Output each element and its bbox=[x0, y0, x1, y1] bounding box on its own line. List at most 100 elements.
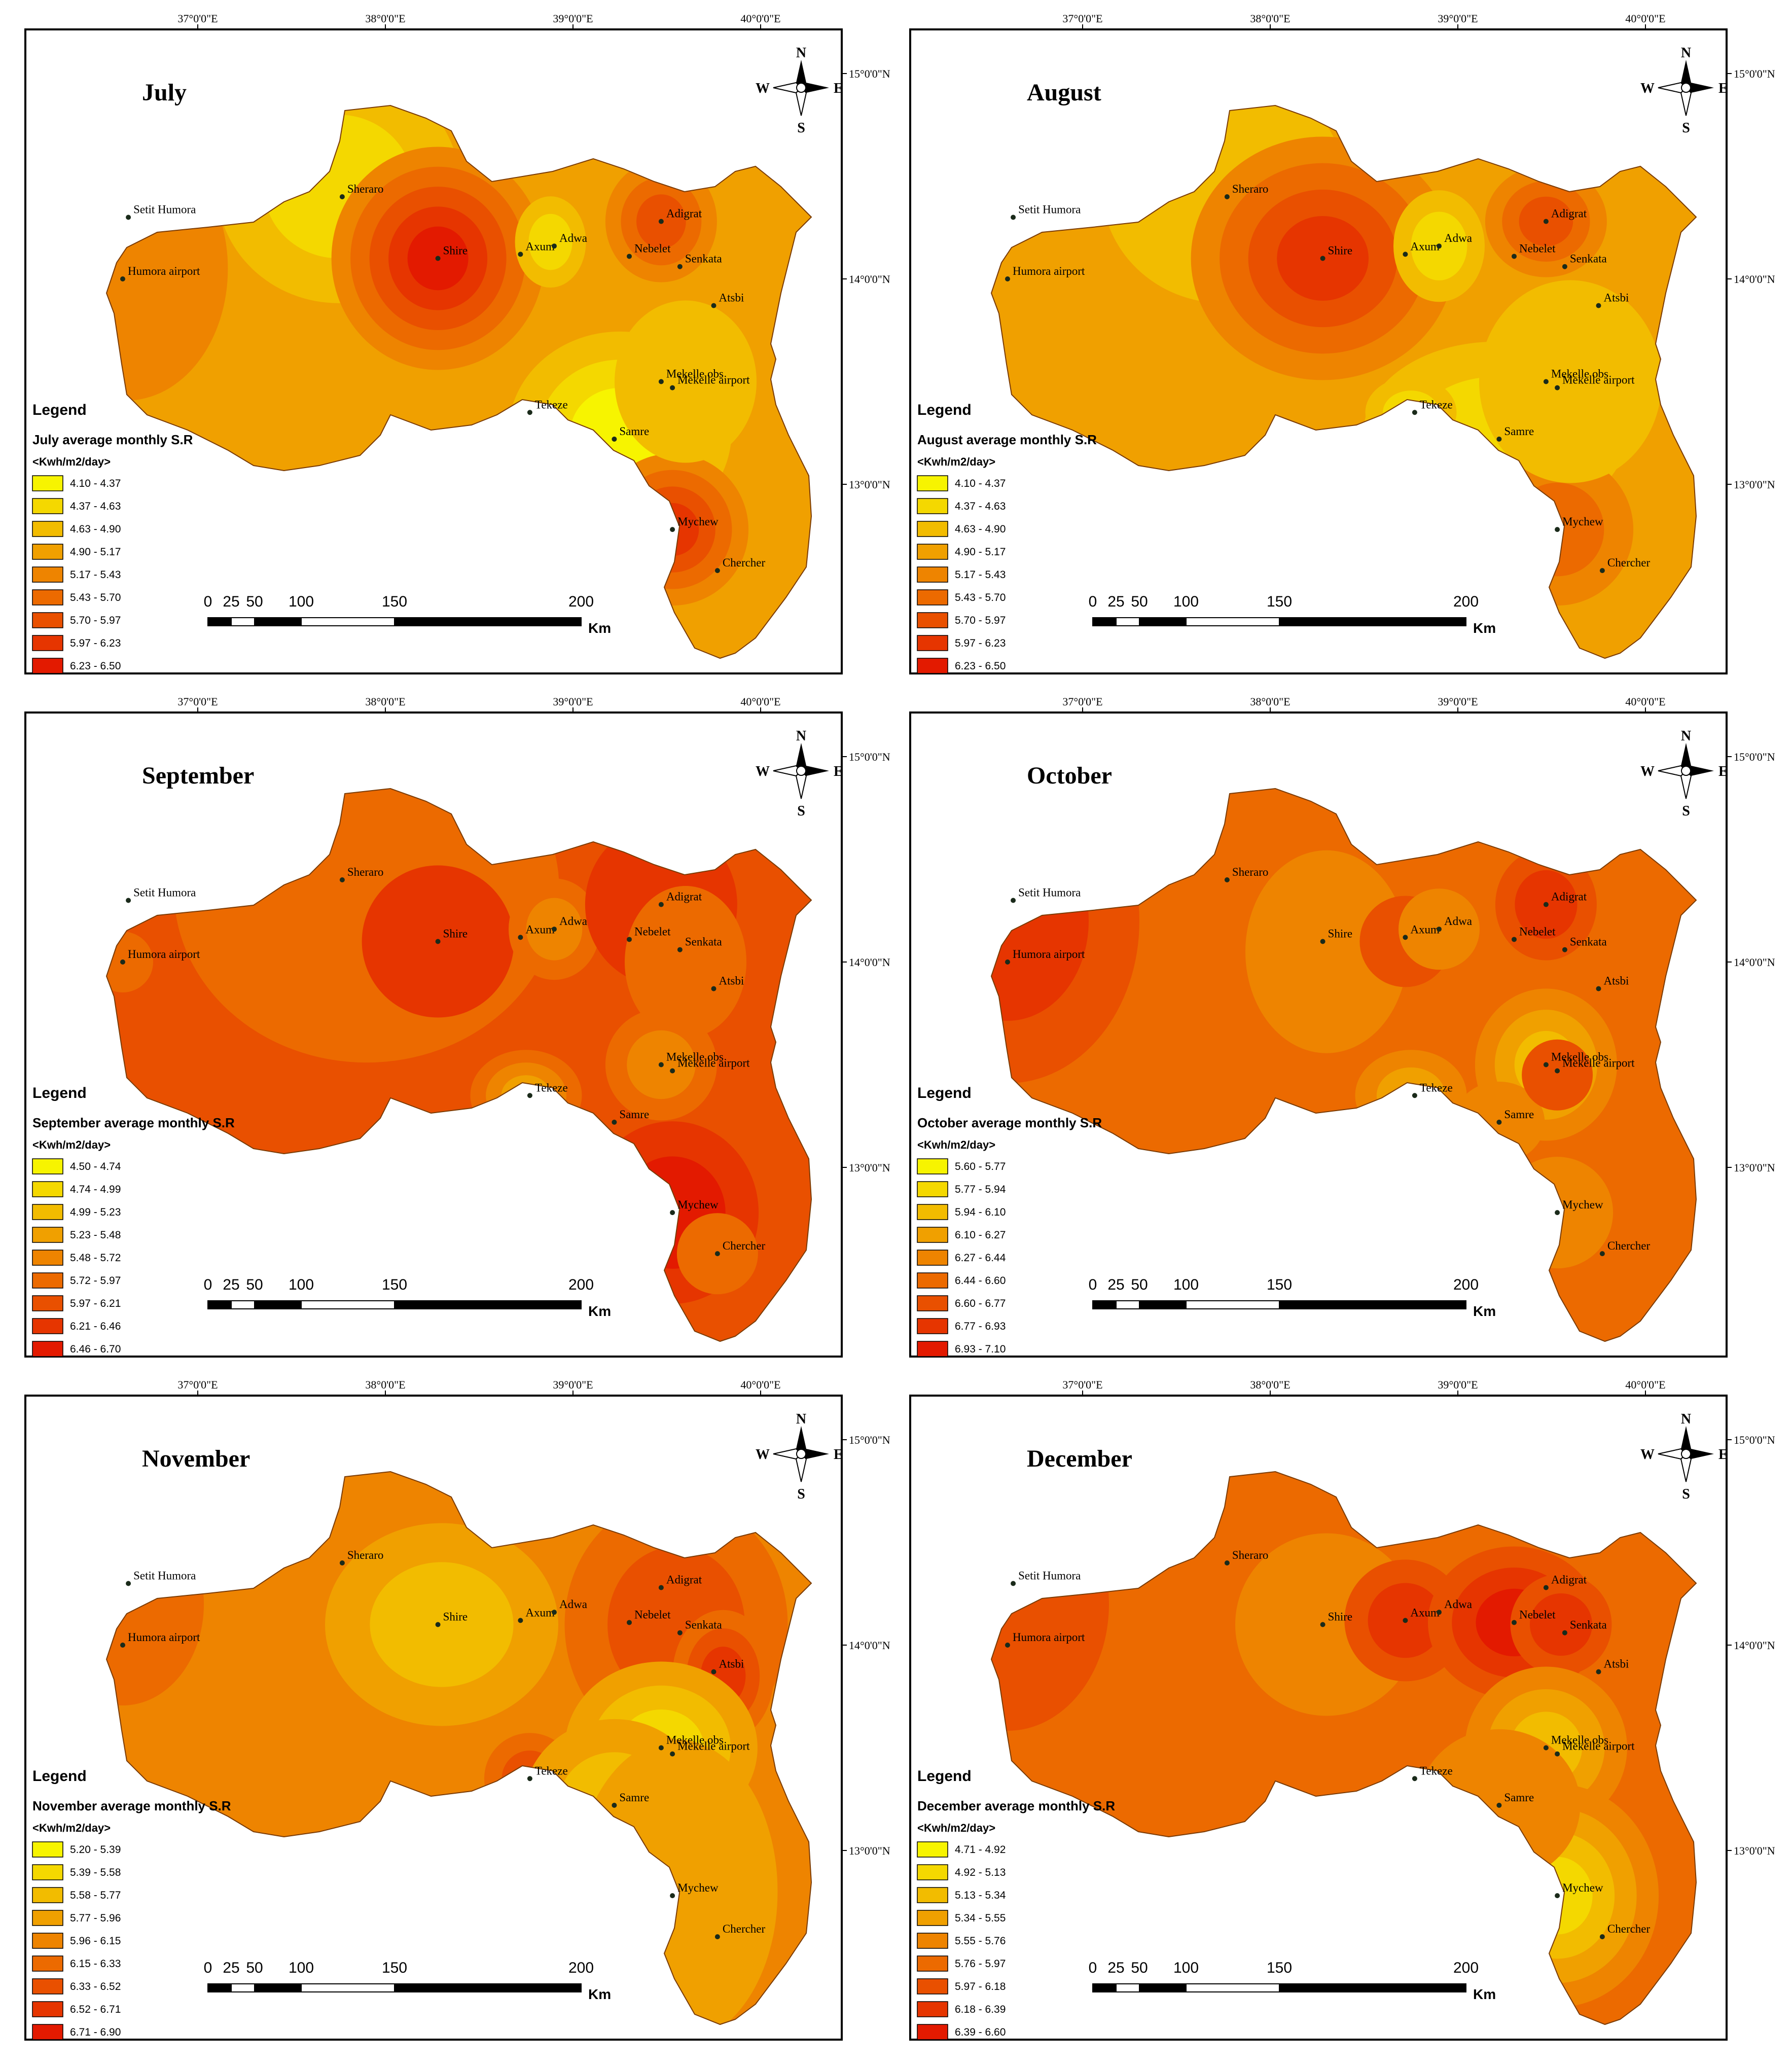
legend-swatch bbox=[917, 521, 948, 537]
station-marker bbox=[1412, 1776, 1417, 1782]
legend-class-label: 4.37 - 4.63 bbox=[70, 501, 121, 512]
station-marker bbox=[1562, 947, 1567, 952]
scale-tick-label: 50 bbox=[1131, 1960, 1148, 1976]
legend-class-label: 4.71 - 4.92 bbox=[955, 1844, 1006, 1856]
scale-tick-label: 100 bbox=[289, 593, 314, 610]
lon-label: 39°0'0"E bbox=[1438, 12, 1478, 25]
legend-swatch bbox=[917, 1864, 948, 1880]
legend-swatch bbox=[917, 1955, 948, 1972]
compass-w: W bbox=[756, 764, 770, 779]
map-panel-july: 37°0'0"E 38°0'0"E 39°0'0"E 40°0'0"E 15°0'0"N… bbox=[24, 12, 890, 674]
legend-swatch bbox=[32, 1955, 63, 1972]
legend-unit: <Kwh/m2/day> bbox=[917, 1138, 995, 1151]
scale-unit: Km bbox=[1473, 1303, 1496, 1319]
arrow-hub bbox=[1681, 766, 1691, 776]
station-label: Humora airport bbox=[128, 265, 200, 277]
scale-segment bbox=[394, 1300, 582, 1309]
station-marker bbox=[1403, 935, 1408, 940]
scale-tick-label: 0 bbox=[1089, 593, 1097, 610]
legend-swatch bbox=[32, 566, 63, 583]
legend-class-label: 5.55 - 5.76 bbox=[955, 1935, 1006, 1947]
scale-segment bbox=[1186, 1983, 1280, 1992]
legend-class-label: 6.21 - 6.46 bbox=[70, 1321, 121, 1332]
compass-n: N bbox=[796, 728, 806, 744]
scale-segment bbox=[1116, 617, 1140, 626]
station-marker bbox=[1437, 243, 1442, 249]
station-marker bbox=[339, 877, 345, 882]
station-label: Adigrat bbox=[1551, 1574, 1587, 1586]
scale-tick-label: 0 bbox=[204, 1276, 212, 1293]
station-label: Adwa bbox=[559, 232, 587, 244]
station-marker bbox=[1543, 379, 1549, 384]
station-marker bbox=[1496, 1119, 1502, 1125]
legend-class-label: 6.46 - 6.70 bbox=[70, 1343, 121, 1355]
compass-e: E bbox=[834, 1447, 843, 1463]
scale-segment bbox=[1116, 1300, 1140, 1309]
scale-tick-label: 25 bbox=[223, 1960, 239, 1976]
lat-label: 13°0'0"N bbox=[1734, 1844, 1775, 1857]
station-label: Adwa bbox=[1444, 915, 1472, 928]
station-label: Setit Humora bbox=[133, 203, 196, 216]
station-label: Chercher bbox=[723, 1922, 766, 1935]
legend-swatch bbox=[917, 1295, 948, 1311]
station-marker bbox=[612, 436, 617, 442]
legend: Legend July average monthly S.R <Kwh/m2/da… bbox=[32, 402, 193, 674]
scale-tick-label: 25 bbox=[1107, 1960, 1124, 1976]
scale-tick-label: 50 bbox=[1131, 593, 1148, 610]
station-marker bbox=[1599, 1934, 1605, 1940]
station-marker bbox=[1412, 1093, 1417, 1098]
compass-w: W bbox=[756, 1447, 770, 1463]
station-label: Adigrat bbox=[666, 890, 702, 903]
lon-label: 38°0'0"E bbox=[365, 12, 405, 25]
legend-heading: Legend bbox=[32, 1768, 87, 1785]
station-marker bbox=[120, 276, 125, 281]
station-marker bbox=[1555, 1893, 1560, 1899]
month-title: September bbox=[142, 762, 254, 789]
station-marker bbox=[658, 1062, 664, 1067]
station-label: Sheraro bbox=[1232, 1549, 1269, 1561]
arrow-n bbox=[796, 1426, 806, 1454]
station-marker bbox=[714, 1934, 720, 1940]
station-label: Adigrat bbox=[666, 207, 702, 220]
lon-label: 38°0'0"E bbox=[365, 695, 405, 708]
station-label: Sheraro bbox=[347, 866, 384, 878]
legend-class-label: 5.48 - 5.72 bbox=[70, 1252, 121, 1264]
scale-tick-label: 0 bbox=[204, 593, 212, 610]
legend-unit: <Kwh/m2/day> bbox=[32, 1822, 111, 1834]
station-marker bbox=[1599, 568, 1605, 574]
station-marker bbox=[711, 1669, 716, 1675]
legend-swatch bbox=[917, 1978, 948, 1994]
legend-class-label: 6.10 - 6.27 bbox=[955, 1229, 1006, 1241]
scale-segment bbox=[1186, 617, 1280, 626]
legend-class-label: 5.94 - 6.10 bbox=[955, 1206, 1006, 1218]
isoline-zone bbox=[528, 213, 572, 270]
legend-swatch bbox=[32, 1910, 63, 1926]
lat-label: 15°0'0"N bbox=[1734, 751, 1775, 763]
legend-swatch bbox=[32, 2001, 63, 2017]
compass-n: N bbox=[1681, 45, 1691, 61]
station-marker bbox=[1496, 1802, 1502, 1808]
station-label: Mekelle obs bbox=[1551, 368, 1608, 380]
station-marker bbox=[120, 1643, 125, 1648]
lon-label: 40°0'0"E bbox=[1625, 1378, 1665, 1391]
station-label: Humora airport bbox=[1013, 948, 1085, 960]
station-label: Atsbi bbox=[1604, 1658, 1629, 1670]
station-marker bbox=[711, 986, 716, 991]
station-label: Tekeze bbox=[1420, 398, 1453, 411]
legend-class-label: 5.58 - 5.77 bbox=[70, 1890, 121, 1901]
arrow-e bbox=[1686, 766, 1714, 776]
compass-s: S bbox=[1682, 1486, 1690, 1502]
legend-unit: <Kwh/m2/day> bbox=[917, 455, 995, 468]
legend-swatch bbox=[32, 612, 63, 628]
legend-swatch bbox=[917, 2024, 948, 2040]
station-marker bbox=[1596, 303, 1601, 308]
station-marker bbox=[658, 379, 664, 384]
lat-label: 14°0'0"N bbox=[849, 956, 890, 969]
scale-tick-label: 150 bbox=[1267, 1960, 1292, 1976]
legend-class-label: 4.99 - 5.23 bbox=[70, 1206, 121, 1218]
station-label: Setit Humora bbox=[1018, 886, 1081, 899]
compass-w: W bbox=[1640, 764, 1655, 779]
scale-segment bbox=[301, 617, 395, 626]
legend-class-label: 4.92 - 5.13 bbox=[955, 1867, 1006, 1878]
legend-class-label: 4.63 - 4.90 bbox=[70, 523, 121, 535]
